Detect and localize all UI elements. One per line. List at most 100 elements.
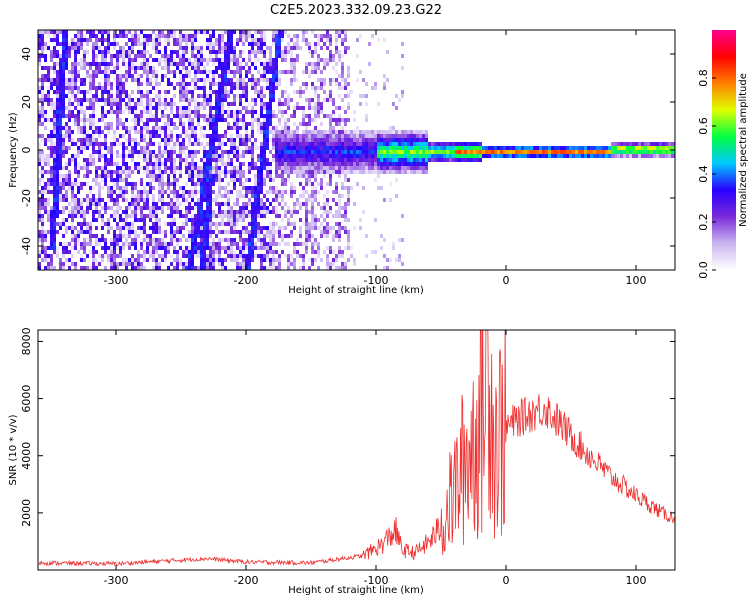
spectrogram-cell	[191, 218, 194, 222]
spectrogram-cell	[233, 122, 236, 126]
spectrogram-cell	[245, 262, 248, 266]
spectrogram-cell	[53, 222, 56, 226]
spectrogram-cell	[656, 150, 659, 154]
spectrogram-cell	[266, 62, 269, 66]
spectrogram-cell	[95, 74, 98, 78]
spectrogram-cell	[320, 58, 323, 62]
spectrogram-cell	[353, 166, 356, 170]
spectrogram-cell	[293, 266, 296, 270]
spectrogram-cell	[353, 110, 356, 114]
spectrogram-cell	[266, 230, 269, 234]
spectrogram-cell	[248, 238, 251, 242]
spectrogram-cell	[41, 30, 44, 34]
spectrogram-cell	[305, 174, 308, 178]
spectrogram-cell	[62, 82, 65, 86]
spectrogram-cell	[410, 162, 413, 166]
spectrogram-cell	[242, 58, 245, 62]
spectrogram-cell	[254, 42, 257, 46]
spectrogram-cell	[269, 238, 272, 242]
spectrogram-cell	[383, 74, 386, 78]
spectrogram-cell	[398, 238, 401, 242]
spectrogram-cell	[242, 154, 245, 158]
spectrogram-cell	[83, 50, 86, 54]
spectrogram-cell	[605, 150, 608, 154]
spectrogram-cell	[74, 74, 77, 78]
spectrogram-cell	[254, 38, 257, 42]
spectrogram-cell	[140, 230, 143, 234]
spectrogram-cell	[473, 150, 476, 154]
spectrogram-cell	[338, 82, 341, 86]
spectrogram-cell	[155, 262, 158, 266]
spectrogram-cell	[293, 110, 296, 114]
spectrogram-cell	[326, 166, 329, 170]
spectrogram-cell	[170, 70, 173, 74]
spectrogram-cell	[521, 150, 524, 154]
spectrogram-cell	[119, 178, 122, 182]
spectrogram-cell	[593, 150, 596, 154]
spectrogram-cell	[59, 90, 62, 94]
spectrogram-cell	[230, 82, 233, 86]
spectrogram-cell	[233, 170, 236, 174]
spectrogram-cell	[143, 222, 146, 226]
spectrogram-cell	[170, 226, 173, 230]
spectrogram-cell	[275, 50, 278, 54]
spectrogram-cell	[161, 210, 164, 214]
spectrogram-cell	[275, 166, 278, 170]
spectrogram-cell	[362, 162, 365, 166]
spectrogram-cell	[239, 62, 242, 66]
spectrogram-cell	[212, 154, 215, 158]
spectrogram-cell	[236, 146, 239, 150]
spectrogram-cell	[56, 182, 59, 186]
spectrogram-cell	[38, 262, 41, 266]
spectrogram-cell	[572, 154, 575, 158]
spectrogram-cell	[218, 90, 221, 94]
spectrogram-cell	[242, 206, 245, 210]
spectrogram-cell	[314, 102, 317, 106]
spectrogram-cell	[317, 114, 320, 118]
spectrogram-cell	[335, 122, 338, 126]
spectrogram-cell	[191, 34, 194, 38]
spectrogram-cell	[287, 106, 290, 110]
spectrogram-cell	[296, 46, 299, 50]
spectrogram-cell	[89, 134, 92, 138]
colorbar-tick-label: 0.6	[697, 117, 710, 135]
spectrogram-cell	[134, 30, 137, 34]
spectrogram-cell	[398, 150, 401, 154]
spectrogram-cell	[83, 118, 86, 122]
spectrogram-cell	[254, 202, 257, 206]
spectrogram-cell	[212, 214, 215, 218]
spectrogram-cell	[164, 150, 167, 154]
spectrogram-cell	[128, 206, 131, 210]
spectrogram-cell	[194, 126, 197, 130]
spectrogram-cell	[242, 94, 245, 98]
spectrogram-cell	[116, 162, 119, 166]
spectrogram-cell	[131, 182, 134, 186]
spectrogram-cell	[41, 110, 44, 114]
spectrogram-cell	[125, 214, 128, 218]
spectrogram-cell	[74, 170, 77, 174]
spectrogram-cell	[269, 266, 272, 270]
spectrogram-cell	[305, 206, 308, 210]
spectrogram-cell	[560, 154, 563, 158]
spectrogram-cell	[116, 82, 119, 86]
spectrogram-cell	[224, 266, 227, 270]
spectrogram-cell	[218, 182, 221, 186]
spectrogram-cell	[365, 254, 368, 258]
spectrogram-cell	[194, 134, 197, 138]
spectrogram-cell	[329, 182, 332, 186]
spectrogram-cell	[380, 162, 383, 166]
spectrogram-cell	[56, 118, 59, 122]
spectrogram-cell	[584, 154, 587, 158]
spectrogram-cell	[38, 98, 41, 102]
spectrogram-cell	[89, 98, 92, 102]
spectrogram-cell	[527, 150, 530, 154]
spectrogram-cell	[191, 142, 194, 146]
spectrogram-cell	[74, 86, 77, 90]
spectrogram-cell	[248, 230, 251, 234]
spectrogram-cell	[272, 70, 275, 74]
spectrogram-cell	[149, 218, 152, 222]
spectrogram-cell	[344, 142, 347, 146]
spectrogram-cell	[107, 74, 110, 78]
spectrogram-cell	[224, 174, 227, 178]
spectrogram-cell	[314, 218, 317, 222]
